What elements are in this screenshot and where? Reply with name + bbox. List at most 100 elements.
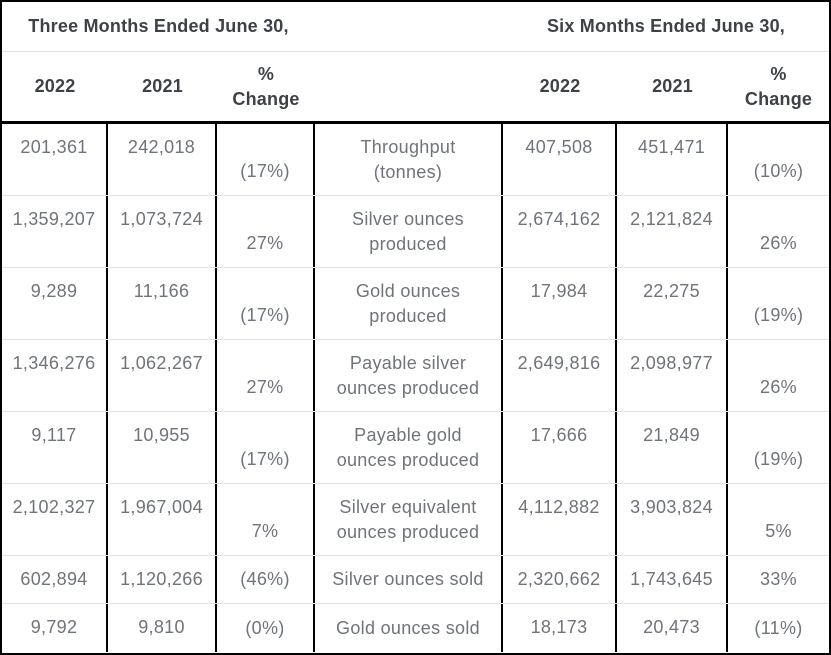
cell-value: 2,102,327 <box>12 497 96 517</box>
cell-value: (19%) <box>753 449 804 469</box>
table-row: 9,117 10,955 (17%) Payable gold ounces p… <box>2 412 829 484</box>
cell-value: 33% <box>760 569 797 589</box>
cell-value: 1,359,207 <box>12 209 96 229</box>
cell-value: (17%) <box>240 161 290 181</box>
cell-tm-2021: 1,073,724 <box>108 196 217 267</box>
sm-year-2022-header: 2022 <box>539 76 581 96</box>
label-line-1: Throughput <box>360 136 456 157</box>
cell-metric-label: Throughput (tonnes) <box>315 124 503 195</box>
sm-year-2021-header: 2021 <box>652 76 693 96</box>
cell-value: 26% <box>760 377 797 397</box>
table-row: 1,346,276 1,062,267 27% Payable silver o… <box>2 340 829 412</box>
cell-value: (19%) <box>753 305 804 325</box>
cell-value: 2,320,662 <box>517 569 601 589</box>
cell-tm-2021: 1,062,267 <box>108 340 217 411</box>
label-line-1: Silver ounces sold <box>332 569 484 589</box>
cell-sm-2022: 17,984 <box>503 268 617 339</box>
cell-sm-2021: 22,275 <box>617 268 728 339</box>
cell-value: 26% <box>760 233 797 253</box>
label-line-2: ounces produced <box>336 449 480 470</box>
sm-pct-change-header: % Change <box>728 52 829 121</box>
cell-tm-change: (17%) <box>217 268 315 339</box>
table-row: 9,792 9,810 (0%) Gold ounces sold 18,173… <box>2 604 829 652</box>
cell-tm-2022: 9,117 <box>2 412 108 483</box>
cell-value: 21,849 <box>643 425 700 445</box>
cell-metric-label: Gold ounces produced <box>315 268 503 339</box>
cell-value: 451,471 <box>637 137 706 157</box>
table-row: 2,102,327 1,967,004 7% Silver equivalent… <box>2 484 829 556</box>
cell-value: 201,361 <box>20 137 88 157</box>
pct-sign-label: % <box>770 63 787 84</box>
table-body: 201,361 242,018 (17%) Throughput (tonnes… <box>2 124 829 652</box>
change-label: Change <box>232 88 300 109</box>
cell-value: 18,173 <box>530 617 588 637</box>
label-line-1: Silver ounces <box>352 208 464 229</box>
cell-value: 20,473 <box>643 617 700 637</box>
cell-tm-2021: 9,810 <box>108 604 217 652</box>
cell-value: 27% <box>246 233 284 253</box>
six-months-header: Six Months Ended June 30, <box>546 16 786 36</box>
cell-value: 5% <box>765 521 792 541</box>
cell-value: 1,967,004 <box>120 497 203 517</box>
cell-value: 9,117 <box>31 425 77 445</box>
label-line-2: (tonnes) <box>373 161 443 182</box>
label-line-1: Silver equivalent <box>339 496 477 517</box>
cell-tm-2021: 242,018 <box>108 124 217 195</box>
cell-value: 27% <box>246 377 284 397</box>
cell-sm-2021: 451,471 <box>617 124 728 195</box>
cell-tm-change: (17%) <box>217 412 315 483</box>
label-line-2: ounces produced <box>336 377 480 398</box>
label-line-1: Gold ounces <box>355 280 461 301</box>
cell-tm-2022: 2,102,327 <box>2 484 108 555</box>
cell-value: (11%) <box>754 618 803 638</box>
cell-metric-label: Payable silver ounces produced <box>315 340 503 411</box>
cell-value: 2,674,162 <box>517 209 601 229</box>
cell-value: (17%) <box>240 449 290 469</box>
tm-pct-change-header: % Change <box>217 52 315 121</box>
tm-year-2021-header: 2021 <box>142 76 183 96</box>
year-header-row: 2022 2021 % Change 2022 2021 % Change <box>2 52 829 124</box>
cell-value: 2,098,977 <box>630 353 713 373</box>
tm-year-2022-header: 2022 <box>34 76 76 96</box>
cell-sm-change: 26% <box>728 340 829 411</box>
cell-sm-change: (10%) <box>728 124 829 195</box>
cell-sm-2021: 3,903,824 <box>617 484 728 555</box>
cell-tm-2021: 11,166 <box>108 268 217 339</box>
cell-value: 407,508 <box>525 137 593 157</box>
cell-tm-change: 27% <box>217 340 315 411</box>
table-row: 9,289 11,166 (17%) Gold ounces produced … <box>2 268 829 340</box>
cell-metric-label: Silver ounces produced <box>315 196 503 267</box>
cell-value: 11,166 <box>133 281 190 301</box>
cell-tm-2022: 9,792 <box>2 604 108 652</box>
label-line-1: Payable gold <box>354 424 462 445</box>
cell-value: 1,346,276 <box>12 353 96 373</box>
header-spacer <box>315 2 503 51</box>
cell-tm-2022: 602,894 <box>2 556 108 603</box>
cell-tm-change: 7% <box>217 484 315 555</box>
cell-sm-2021: 21,849 <box>617 412 728 483</box>
cell-sm-change: (11%) <box>728 604 829 652</box>
cell-tm-2021: 1,967,004 <box>108 484 217 555</box>
table-row: 1,359,207 1,073,724 27% Silver ounces pr… <box>2 196 829 268</box>
cell-metric-label: Silver equivalent ounces produced <box>315 484 503 555</box>
cell-value: 2,649,816 <box>517 353 601 373</box>
pct-sign-label: % <box>257 63 275 84</box>
cell-sm-2022: 2,649,816 <box>503 340 617 411</box>
cell-sm-2021: 2,098,977 <box>617 340 728 411</box>
cell-tm-change: (17%) <box>217 124 315 195</box>
cell-tm-2022: 9,289 <box>2 268 108 339</box>
label-line-1: Payable silver <box>349 352 467 373</box>
cell-sm-2022: 18,173 <box>503 604 617 652</box>
cell-tm-2022: 1,359,207 <box>2 196 108 267</box>
cell-sm-2021: 2,121,824 <box>617 196 728 267</box>
cell-value: (46%) <box>240 569 290 589</box>
cell-value: 9,289 <box>30 281 78 301</box>
label-line-2: produced <box>369 233 447 254</box>
cell-tm-2022: 201,361 <box>2 124 108 195</box>
cell-sm-change: 26% <box>728 196 829 267</box>
cell-sm-2022: 2,674,162 <box>503 196 617 267</box>
cell-value: 7% <box>251 521 279 541</box>
cell-value: (17%) <box>240 305 290 325</box>
label-line-1: Gold ounces sold <box>336 617 480 638</box>
